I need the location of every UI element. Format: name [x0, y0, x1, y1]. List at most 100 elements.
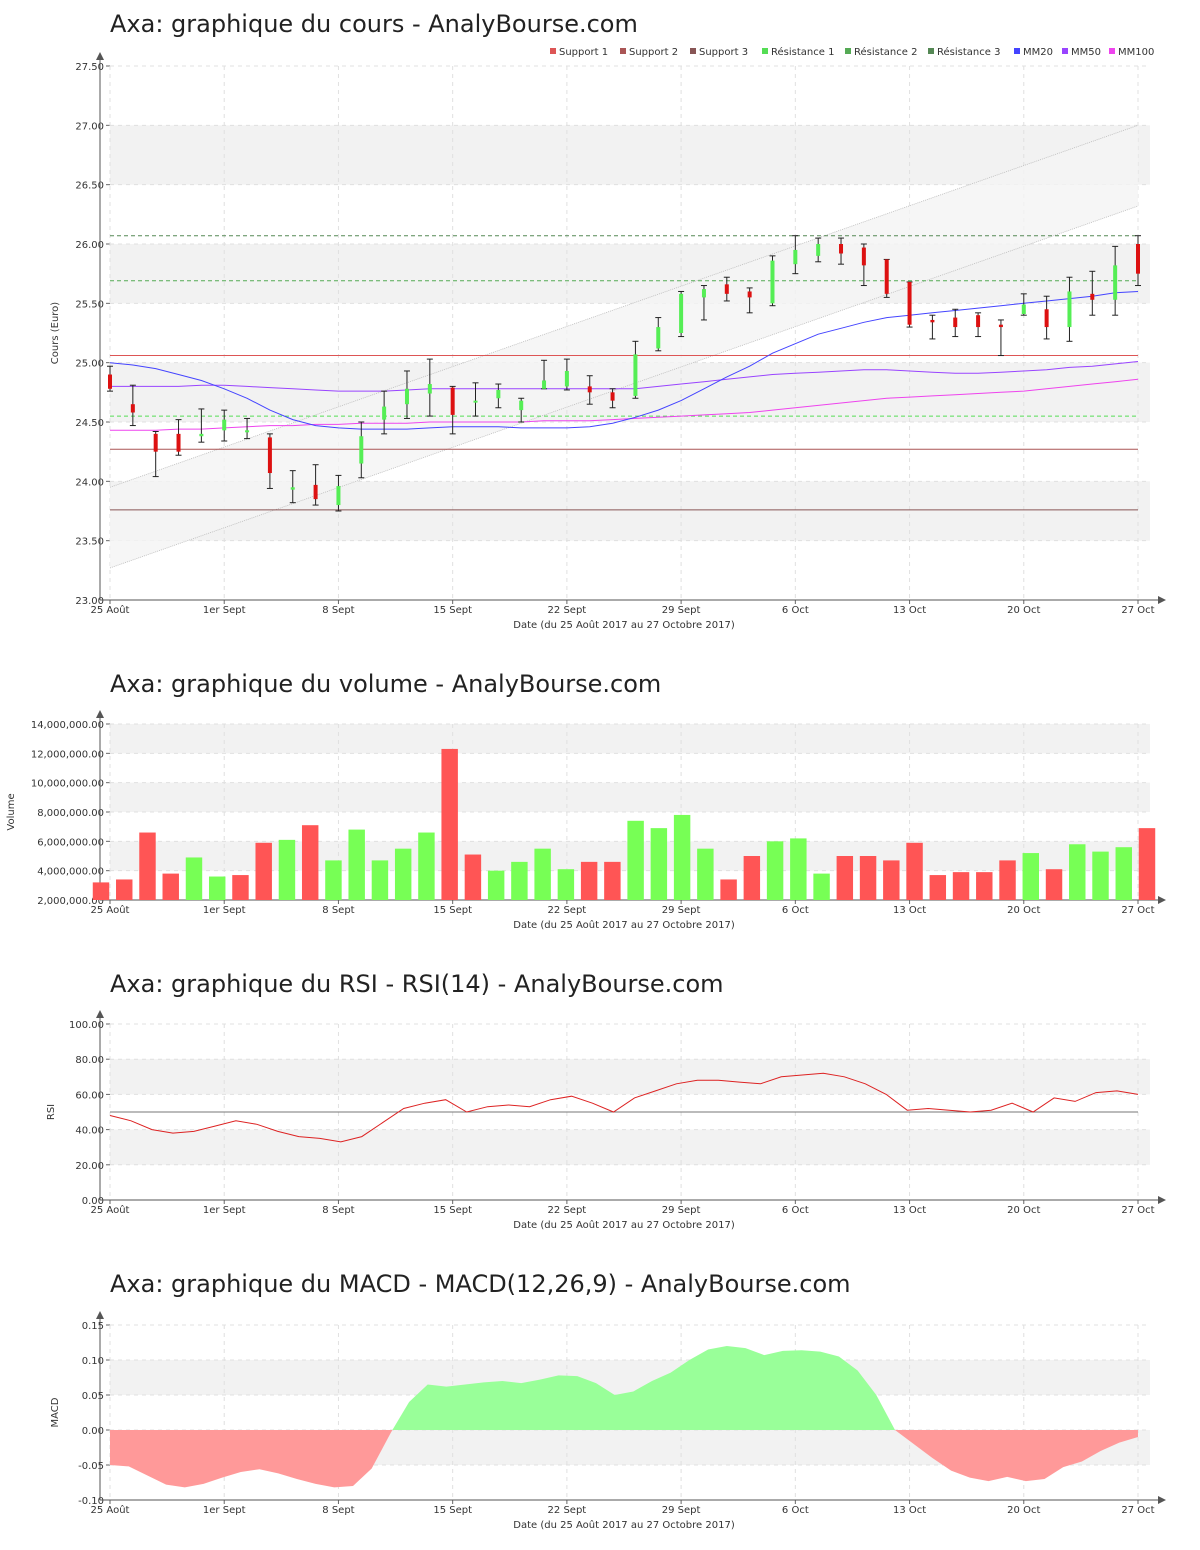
grid-band: [110, 782, 1150, 812]
candle: [815, 237, 822, 263]
candle: [541, 359, 548, 390]
volume-bar: [394, 848, 412, 900]
candle: [883, 258, 890, 298]
volume-bar: [673, 814, 691, 900]
candle: [129, 384, 136, 427]
legend-swatch: [1014, 48, 1020, 54]
volume-bar: [743, 856, 761, 900]
y-axis-label: Cours (Euro): [50, 302, 61, 365]
candle-body: [153, 433, 158, 452]
x-tick-label: 1er Sept: [203, 605, 246, 616]
legend-label: MM50: [1071, 47, 1101, 58]
candle: [952, 308, 959, 338]
macd-negative-area: [895, 1430, 1138, 1482]
volume-bar: [580, 861, 598, 900]
volume-bar: [534, 848, 551, 900]
candle-body: [747, 291, 752, 298]
legend-label: MM100: [1118, 47, 1154, 58]
y-axis-label: RSI: [46, 1104, 57, 1120]
y-axis-arrow: [96, 1010, 104, 1018]
x-axis-arrow: [1158, 596, 1166, 604]
volume-bar: [487, 870, 505, 900]
candle-body: [701, 289, 706, 298]
legend-label: MM20: [1023, 47, 1053, 58]
y-tick-label: 0.05: [82, 1391, 104, 1402]
grid-band: [110, 1129, 1150, 1165]
y-tick-label: 0.15: [82, 1321, 104, 1332]
x-tick-label: 20 Oct: [1007, 905, 1040, 916]
macd-negative-area: [110, 1430, 393, 1488]
mm50-line: [110, 361, 1139, 392]
candle: [838, 237, 845, 265]
volume-bar: [1022, 853, 1040, 900]
volume-bar: [859, 856, 877, 900]
volume-bar: [627, 820, 644, 900]
candle: [632, 340, 639, 399]
volume-bar: [557, 869, 575, 900]
legend-label: Support 2: [629, 47, 678, 58]
candle: [107, 365, 113, 392]
x-tick-label: 29 Sept: [662, 905, 701, 916]
candle-body: [1113, 265, 1118, 300]
candle: [312, 464, 319, 506]
y-tick-label: 25.50: [75, 299, 104, 310]
candle-body: [1044, 309, 1049, 328]
candle-body: [1021, 304, 1026, 315]
candle: [929, 314, 936, 340]
volume-chart: 2,000,000.00 4,000,000.00 6,000,000.00 8,00…: [6, 710, 1166, 931]
candle: [609, 388, 616, 409]
candle-body: [1067, 291, 1072, 328]
volume-bar: [1069, 844, 1086, 900]
x-tick-label: 20 Oct: [1007, 605, 1040, 616]
rsi-chart: 0.00 20.00 40.00 60.00 80.00 100.00 25 Août 1er…: [46, 1010, 1166, 1231]
x-tick-label: 13 Oct: [893, 905, 926, 916]
candle-body: [313, 484, 318, 500]
volume-bar: [1092, 851, 1109, 900]
candle: [1043, 295, 1050, 340]
x-tick-label: 13 Oct: [893, 1505, 926, 1516]
volume-bar: [976, 872, 993, 900]
candle-body: [953, 317, 958, 328]
y-tick-label: 0.00: [82, 1196, 104, 1207]
volume-bar: [232, 875, 249, 900]
x-tick-label: 25 Août: [91, 604, 130, 616]
x-tick-label: 8 Sept: [322, 1505, 354, 1516]
volume-bar: [139, 832, 156, 900]
grid-band: [110, 125, 1150, 185]
volume-bar: [883, 860, 900, 900]
candle-body: [290, 487, 295, 490]
y-tick-label: 26.00: [75, 240, 104, 251]
candle-body: [359, 436, 364, 464]
volume-bar: [348, 829, 365, 900]
x-tick-label: 6 Oct: [782, 605, 809, 616]
candle-body: [656, 327, 661, 349]
y-tick-label: 6,000,000.00: [37, 837, 104, 848]
volume-bar: [906, 842, 923, 900]
y-axis-label: Volume: [6, 793, 17, 830]
volume-bar: [1138, 828, 1156, 900]
candle: [655, 317, 662, 352]
candle: [266, 433, 273, 489]
candle: [381, 390, 388, 435]
candle-body: [770, 260, 775, 304]
y-tick-label: 26.50: [75, 181, 104, 192]
x-tick-label: 1er Sept: [203, 1505, 246, 1516]
candle: [289, 470, 296, 504]
x-tick-label: 13 Oct: [893, 1205, 926, 1216]
macd-chart: -0.10 -0.05 0.00 0.05 0.10 0.15 25 Août 1er Sep…: [50, 1311, 1166, 1531]
x-tick-label: 25 Août: [91, 1504, 130, 1516]
y-tick-label: -0.05: [78, 1461, 104, 1472]
candle-body: [267, 437, 272, 474]
candle: [860, 243, 867, 287]
candle-body: [176, 433, 181, 452]
volume-chart-title: Axa: graphique du volume - AnalyBourse.c…: [110, 670, 662, 698]
volume-bar: [208, 876, 226, 900]
price-chart-title: Axa: graphique du cours - AnalyBourse.co…: [110, 10, 638, 38]
candle: [472, 382, 479, 417]
candle: [975, 312, 982, 338]
candle: [746, 287, 753, 314]
candle-body: [542, 380, 547, 389]
legend-swatch: [690, 48, 696, 54]
legend-swatch: [1109, 48, 1115, 54]
legend-swatch: [762, 48, 768, 54]
